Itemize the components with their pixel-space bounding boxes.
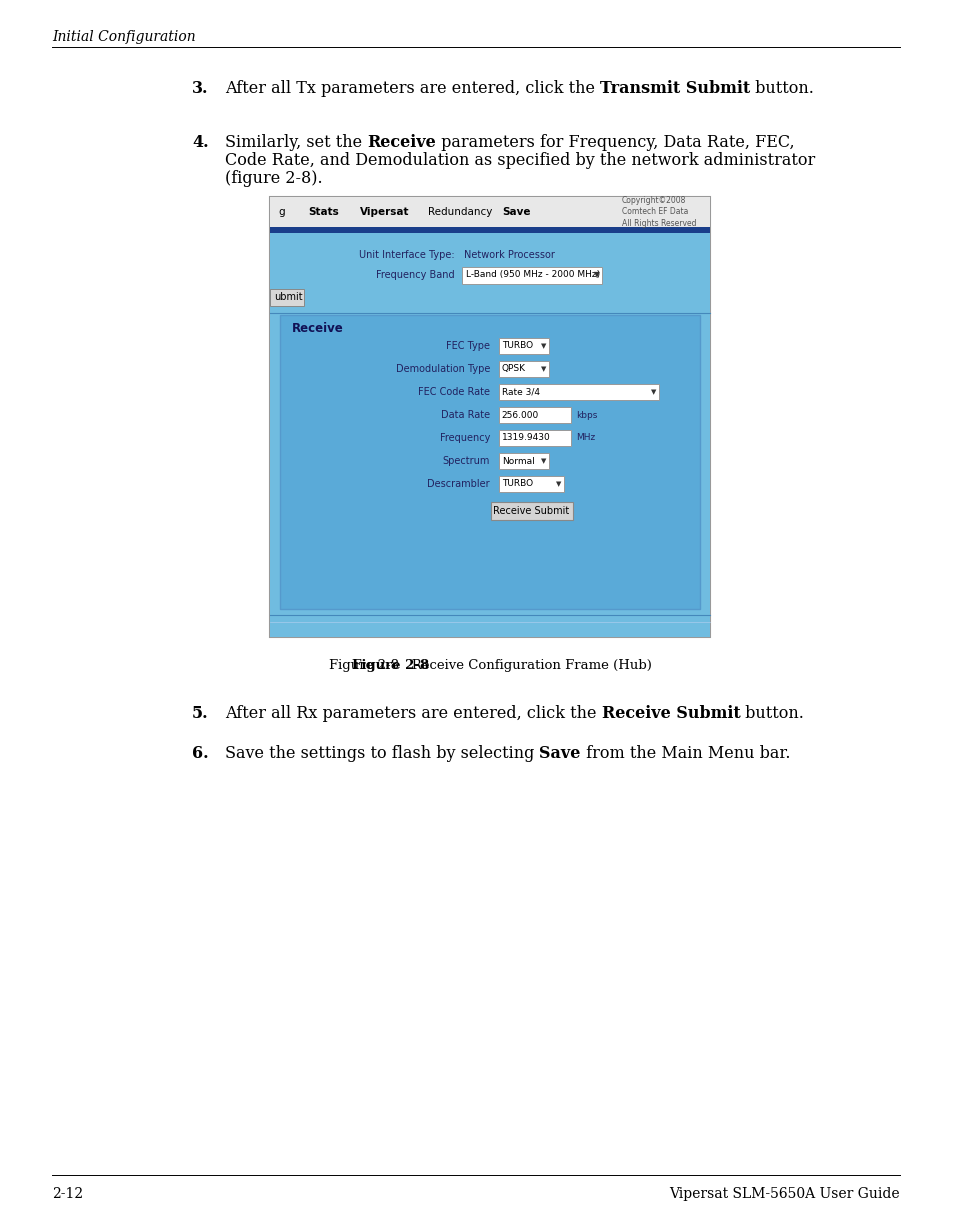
- Text: Save: Save: [539, 745, 580, 762]
- Bar: [461, 267, 601, 283]
- Text: MHz: MHz: [576, 433, 595, 443]
- Text: Vipersat SLM-5650A User Guide: Vipersat SLM-5650A User Guide: [669, 1187, 899, 1201]
- Text: Figure 2-8   Receive Configuration Frame (Hub): Figure 2-8 Receive Configuration Frame (…: [328, 659, 651, 672]
- Text: ▼: ▼: [540, 366, 546, 372]
- Text: Descrambler: Descrambler: [427, 479, 490, 490]
- Bar: [270, 227, 709, 233]
- Text: Frequency Band: Frequency Band: [375, 270, 455, 280]
- Text: ▼: ▼: [540, 458, 546, 464]
- Text: ▼: ▼: [593, 270, 598, 280]
- Text: Similarly, set the: Similarly, set the: [225, 134, 367, 151]
- Text: Unit Interface Type:: Unit Interface Type:: [358, 250, 455, 260]
- Text: Spectrum: Spectrum: [442, 456, 490, 466]
- Text: Rate 3/4: Rate 3/4: [501, 388, 539, 396]
- Text: Copyright©2008
Comtech EF Data
All Rights Reserved: Copyright©2008 Comtech EF Data All Right…: [621, 195, 696, 228]
- Text: FEC Code Rate: FEC Code Rate: [417, 387, 490, 398]
- Text: ▼: ▼: [651, 389, 656, 395]
- Text: TURBO: TURBO: [501, 480, 533, 488]
- Bar: [498, 476, 563, 492]
- Text: kbps: kbps: [576, 411, 597, 420]
- Text: TURBO: TURBO: [501, 341, 533, 351]
- Text: Receive: Receive: [367, 134, 436, 151]
- Text: Save the settings to flash by selecting: Save the settings to flash by selecting: [225, 745, 539, 762]
- Text: After all Rx parameters are entered, click the: After all Rx parameters are entered, cli…: [225, 706, 601, 721]
- Text: 256.000: 256.000: [501, 411, 538, 420]
- Bar: [498, 453, 548, 469]
- Bar: [498, 384, 659, 400]
- Text: 6.: 6.: [192, 745, 209, 762]
- Text: ▼: ▼: [556, 481, 561, 487]
- Text: ubmit: ubmit: [274, 292, 302, 302]
- Text: Receive Submit: Receive Submit: [601, 706, 740, 721]
- Text: (figure 2-8).: (figure 2-8).: [225, 171, 322, 187]
- Text: parameters for Frequency, Data Rate, FEC,: parameters for Frequency, Data Rate, FEC…: [436, 134, 794, 151]
- Text: Figure 2-8: Figure 2-8: [352, 659, 429, 672]
- Text: Normal: Normal: [501, 456, 534, 465]
- Text: from the Main Menu bar.: from the Main Menu bar.: [580, 745, 789, 762]
- Text: Stats: Stats: [308, 207, 338, 217]
- Text: Transmit Submit: Transmit Submit: [599, 80, 750, 97]
- Bar: [498, 429, 570, 445]
- Text: Initial Configuration: Initial Configuration: [52, 29, 195, 44]
- Text: Vipersat: Vipersat: [359, 207, 409, 217]
- Bar: [498, 337, 548, 355]
- Text: 3.: 3.: [192, 80, 209, 97]
- Bar: [270, 198, 709, 227]
- Text: 2-12: 2-12: [52, 1187, 83, 1201]
- Text: Data Rate: Data Rate: [440, 410, 490, 420]
- Text: Network Processor: Network Processor: [463, 250, 554, 260]
- Text: L-Band (950 MHz - 2000 MHz): L-Band (950 MHz - 2000 MHz): [465, 270, 599, 280]
- Text: g: g: [277, 207, 284, 217]
- Text: QPSK: QPSK: [501, 364, 525, 373]
- Bar: [270, 233, 709, 637]
- Text: FEC Type: FEC Type: [446, 341, 490, 351]
- Text: Redundancy: Redundancy: [428, 207, 492, 217]
- Text: Code Rate, and Demodulation as specified by the network administrator: Code Rate, and Demodulation as specified…: [225, 152, 815, 169]
- Bar: [498, 361, 548, 377]
- Text: 5.: 5.: [192, 706, 209, 721]
- Bar: [498, 407, 570, 423]
- Bar: [270, 198, 709, 637]
- Text: button.: button.: [740, 706, 803, 721]
- Bar: [270, 290, 304, 306]
- Bar: [280, 315, 700, 609]
- Text: button.: button.: [750, 80, 814, 97]
- Text: Demodulation Type: Demodulation Type: [395, 364, 490, 374]
- Bar: [490, 502, 572, 520]
- Text: Receive: Receive: [292, 321, 343, 335]
- Text: ▼: ▼: [540, 344, 546, 348]
- Text: Save: Save: [501, 207, 530, 217]
- Text: After all Tx parameters are entered, click the: After all Tx parameters are entered, cli…: [225, 80, 599, 97]
- Text: 4.: 4.: [192, 134, 209, 151]
- Text: 1319.9430: 1319.9430: [501, 433, 550, 443]
- Text: Frequency: Frequency: [439, 433, 490, 443]
- Text: Receive Submit: Receive Submit: [493, 506, 569, 517]
